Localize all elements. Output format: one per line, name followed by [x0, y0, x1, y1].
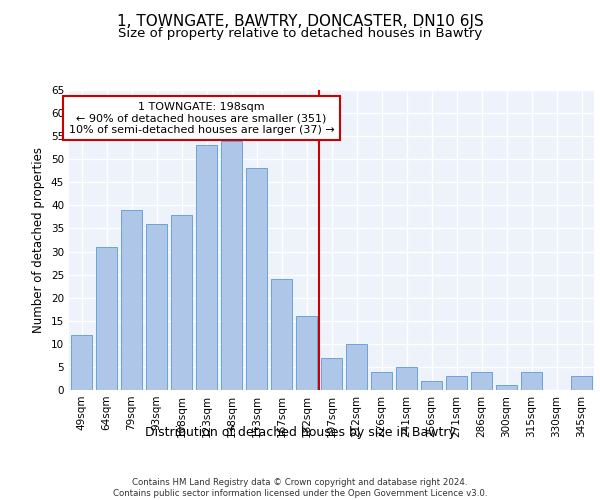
Bar: [121, 210, 142, 390]
Bar: [246, 168, 267, 390]
Text: Distribution of detached houses by size in Bawtry: Distribution of detached houses by size …: [145, 426, 455, 439]
Bar: [396, 367, 417, 390]
Text: Contains HM Land Registry data © Crown copyright and database right 2024.
Contai: Contains HM Land Registry data © Crown c…: [113, 478, 487, 498]
Bar: [271, 279, 292, 390]
Bar: [521, 372, 542, 390]
Bar: [346, 344, 367, 390]
Bar: [471, 372, 492, 390]
Bar: [171, 214, 192, 390]
Bar: [196, 146, 217, 390]
Y-axis label: Number of detached properties: Number of detached properties: [32, 147, 46, 333]
Bar: [146, 224, 167, 390]
Bar: [496, 386, 517, 390]
Bar: [71, 334, 92, 390]
Bar: [221, 141, 242, 390]
Bar: [96, 247, 117, 390]
Text: 1, TOWNGATE, BAWTRY, DONCASTER, DN10 6JS: 1, TOWNGATE, BAWTRY, DONCASTER, DN10 6JS: [116, 14, 484, 29]
Bar: [321, 358, 342, 390]
Text: Size of property relative to detached houses in Bawtry: Size of property relative to detached ho…: [118, 28, 482, 40]
Bar: [371, 372, 392, 390]
Bar: [571, 376, 592, 390]
Text: 1 TOWNGATE: 198sqm
← 90% of detached houses are smaller (351)
10% of semi-detach: 1 TOWNGATE: 198sqm ← 90% of detached hou…: [68, 102, 334, 134]
Bar: [421, 381, 442, 390]
Bar: [446, 376, 467, 390]
Bar: [296, 316, 317, 390]
